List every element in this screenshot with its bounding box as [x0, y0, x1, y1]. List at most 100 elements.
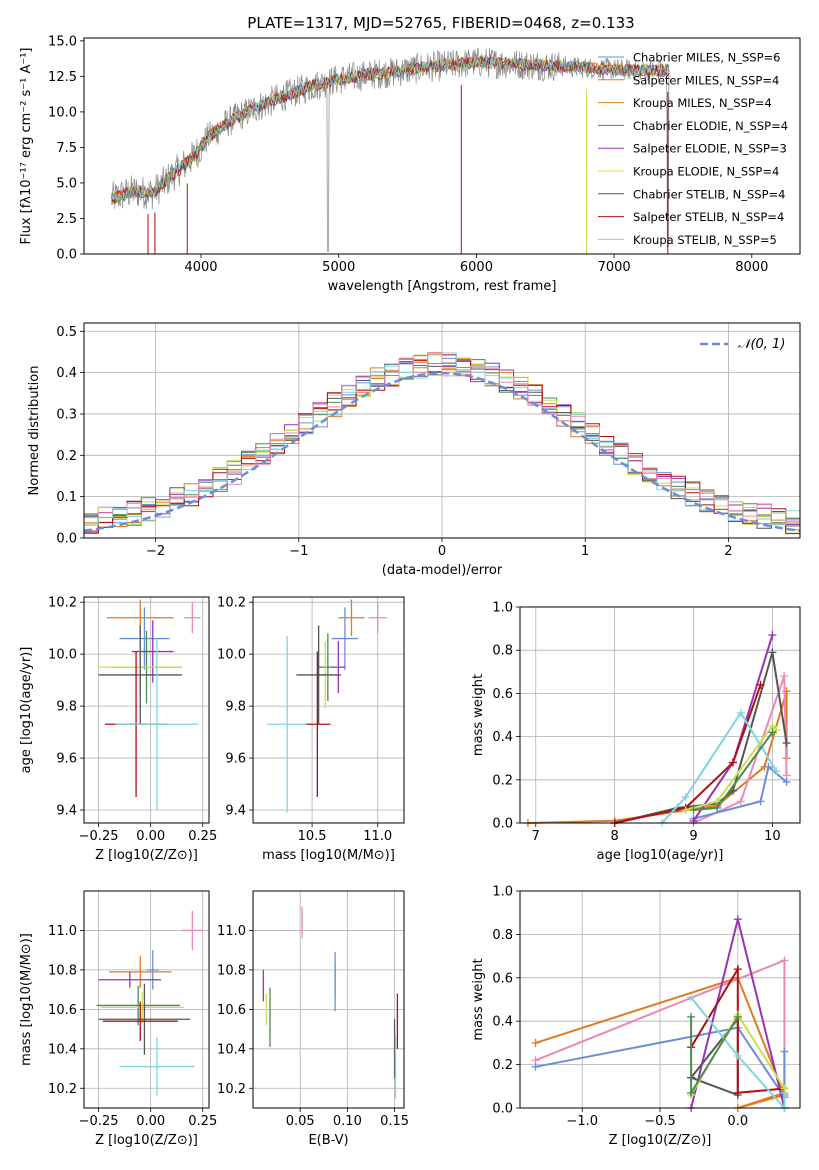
tick-label-y: 10.6	[217, 1003, 246, 1018]
tick-label-x: −0.5	[644, 1114, 676, 1129]
tick-label-y: 10.4	[217, 1042, 246, 1057]
data-point	[98, 971, 162, 988]
tick-label-x: 0.25	[188, 1114, 217, 1129]
tick-label-y: 0.0	[492, 1102, 513, 1117]
data-point	[181, 910, 203, 951]
weight-marker	[681, 806, 690, 815]
weight-series	[685, 724, 778, 811]
tick-label-y: 9.8	[225, 700, 246, 715]
tick-label-y: 15.0	[48, 34, 77, 49]
data-point	[146, 950, 159, 990]
tick-label-y: 9.6	[56, 752, 77, 767]
tick-label-y: 0.4	[492, 1015, 513, 1030]
tick-label-y: 10.2	[217, 596, 246, 611]
tick-label-x: 0.15	[380, 1114, 409, 1129]
mass-weight-vs-Z-frame	[519, 890, 801, 1109]
tick-label-x: 10	[764, 829, 781, 844]
weight-marker	[782, 739, 791, 748]
tick-label-y: 1.0	[492, 885, 513, 900]
legend-entry: Kroupa MILES, N_SSP=4	[598, 96, 772, 110]
tick-label-y: 11.0	[48, 924, 77, 939]
tick-label-y: 7.5	[56, 141, 77, 156]
tick-label-y: 10.8	[48, 963, 77, 978]
data-point	[304, 651, 331, 798]
legend-entry: Salpeter MILES, N_SSP=4	[598, 73, 779, 87]
data-point	[331, 607, 359, 670]
mass-weight-vs-age-frame	[519, 606, 801, 824]
data-point	[109, 956, 172, 988]
tick-label-x: 5000	[322, 260, 355, 275]
tick-label-y: 0.5	[56, 325, 77, 340]
tick-label-x: 2	[724, 544, 732, 559]
x-axis-label: wavelength [Angstrom, rest frame]	[328, 279, 557, 294]
tick-label-x: −2	[146, 544, 165, 559]
legend-label: 𝒩(0, 1)	[738, 337, 785, 352]
model-spectrum	[111, 56, 670, 202]
tick-label-y: 5.0	[56, 176, 77, 191]
legend-label: Kroupa STELIB, N_SSP=5	[633, 233, 777, 247]
tick-label-y: 9.6	[225, 752, 246, 767]
legend-entry: Chabrier STELIB, N_SSP=4	[598, 187, 785, 201]
tick-label-x: 11.0	[363, 829, 392, 844]
data-point	[184, 602, 201, 634]
tick-label-y: 0.6	[492, 971, 513, 986]
legend-entry: Salpeter STELIB, N_SSP=4	[598, 210, 784, 224]
tick-label-y: 0.0	[492, 817, 513, 832]
spectrum-frame	[83, 37, 801, 255]
x-axis-label: Z [log10(Z/Z⊙)]	[95, 1133, 198, 1148]
normal-curve	[83, 371, 801, 533]
weight-marker	[768, 631, 777, 640]
weight-marker	[780, 956, 789, 965]
tick-label-x: −1.0	[566, 1114, 598, 1129]
tick-label-y: 0.0	[56, 532, 77, 547]
weight-marker	[687, 993, 696, 1002]
weight-series	[690, 1016, 739, 1097]
tick-label-x: 4000	[184, 260, 217, 275]
mass-vs-EBV-frame	[252, 890, 405, 1109]
data-point	[102, 1001, 178, 1041]
tick-label-x: 6000	[460, 260, 493, 275]
weight-series	[527, 690, 788, 824]
mass-vs-Z-frame	[83, 890, 210, 1109]
legend-label: Kroupa MILES, N_SSP=4	[633, 96, 772, 110]
tick-label-x: 8000	[735, 260, 768, 275]
weight-marker	[713, 803, 722, 812]
y-axis-label: mass weight	[471, 674, 486, 756]
tick-label-y: 0.8	[492, 644, 513, 659]
data-point	[98, 625, 182, 725]
weight-series	[693, 764, 788, 820]
legend-label: Chabrier MILES, N_SSP=6	[633, 51, 780, 65]
data-point	[368, 602, 387, 634]
weight-marker	[531, 1038, 540, 1047]
weight-marker	[756, 680, 765, 689]
data-point	[115, 638, 199, 811]
weight-marker	[768, 728, 777, 737]
data-point	[119, 1036, 195, 1097]
weight-marker	[733, 1088, 742, 1097]
weight-series	[661, 710, 778, 824]
tick-label-y: 10.2	[48, 1082, 77, 1097]
tick-label-x: 7000	[598, 260, 631, 275]
weight-marker	[689, 806, 698, 815]
tick-label-y: 0.6	[492, 687, 513, 702]
tick-label-y: 2.5	[56, 212, 77, 227]
data-point	[119, 607, 170, 670]
tick-label-x: 10.5	[298, 829, 327, 844]
x-axis-label: Z [log10(Z/Z⊙)]	[609, 1133, 712, 1148]
weight-marker	[782, 777, 791, 786]
data-point	[317, 633, 339, 701]
weight-marker	[733, 965, 742, 974]
weight-series	[535, 1026, 786, 1101]
tick-label-x: 0.0	[727, 1114, 748, 1129]
tick-label-y: 9.4	[225, 804, 246, 819]
y-axis-label: Flux [fλ10⁻¹⁷ erg cm⁻² s⁻¹ A⁻¹]	[19, 48, 34, 245]
weight-marker	[733, 915, 742, 924]
tick-label-x: 0.05	[286, 1114, 315, 1129]
weight-marker	[687, 1088, 696, 1097]
tick-label-x: 0.00	[136, 1114, 165, 1129]
weight-marker	[733, 1012, 742, 1021]
tick-label-y: 10.2	[217, 1082, 246, 1097]
y-axis-label: mass weight	[471, 958, 486, 1040]
tick-label-y: 0.2	[56, 449, 77, 464]
data-point	[100, 991, 184, 1024]
